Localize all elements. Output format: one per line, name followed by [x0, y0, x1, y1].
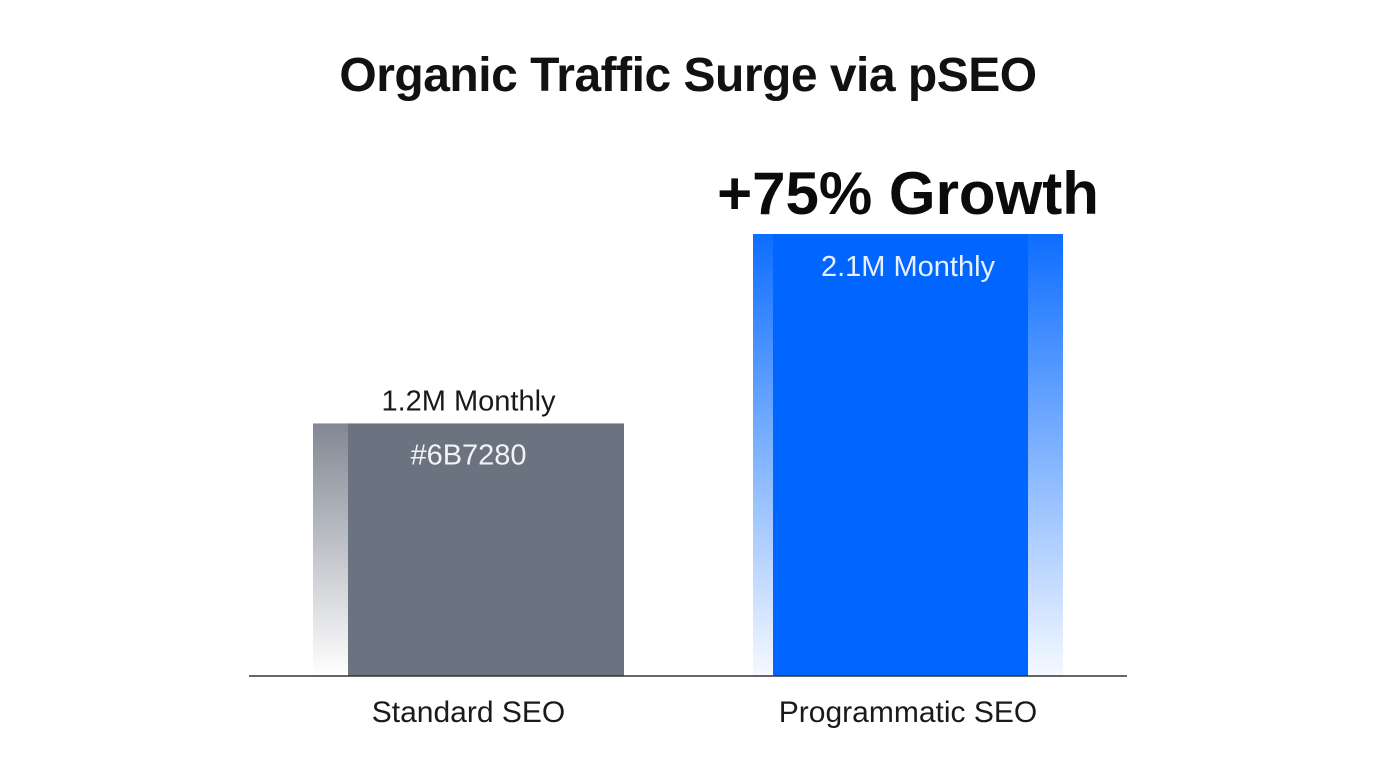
- chart-title: Organic Traffic Surge via pSEO: [339, 49, 1037, 102]
- bar-programmatic-seo: [773, 234, 1028, 676]
- bar-standard-seo: [348, 423, 624, 676]
- value-label-programmatic-seo: 2.1M Monthly: [821, 251, 996, 283]
- inner-label-standard-seo: #6B7280: [410, 439, 526, 471]
- category-label-standard-seo: Standard SEO: [372, 696, 565, 729]
- growth-annotation: +75% Growth: [717, 160, 1099, 227]
- category-label-programmatic-seo: Programmatic SEO: [779, 696, 1037, 729]
- bar-glow-standard-seo: [313, 423, 349, 676]
- value-label-standard-seo: 1.2M Monthly: [381, 385, 556, 417]
